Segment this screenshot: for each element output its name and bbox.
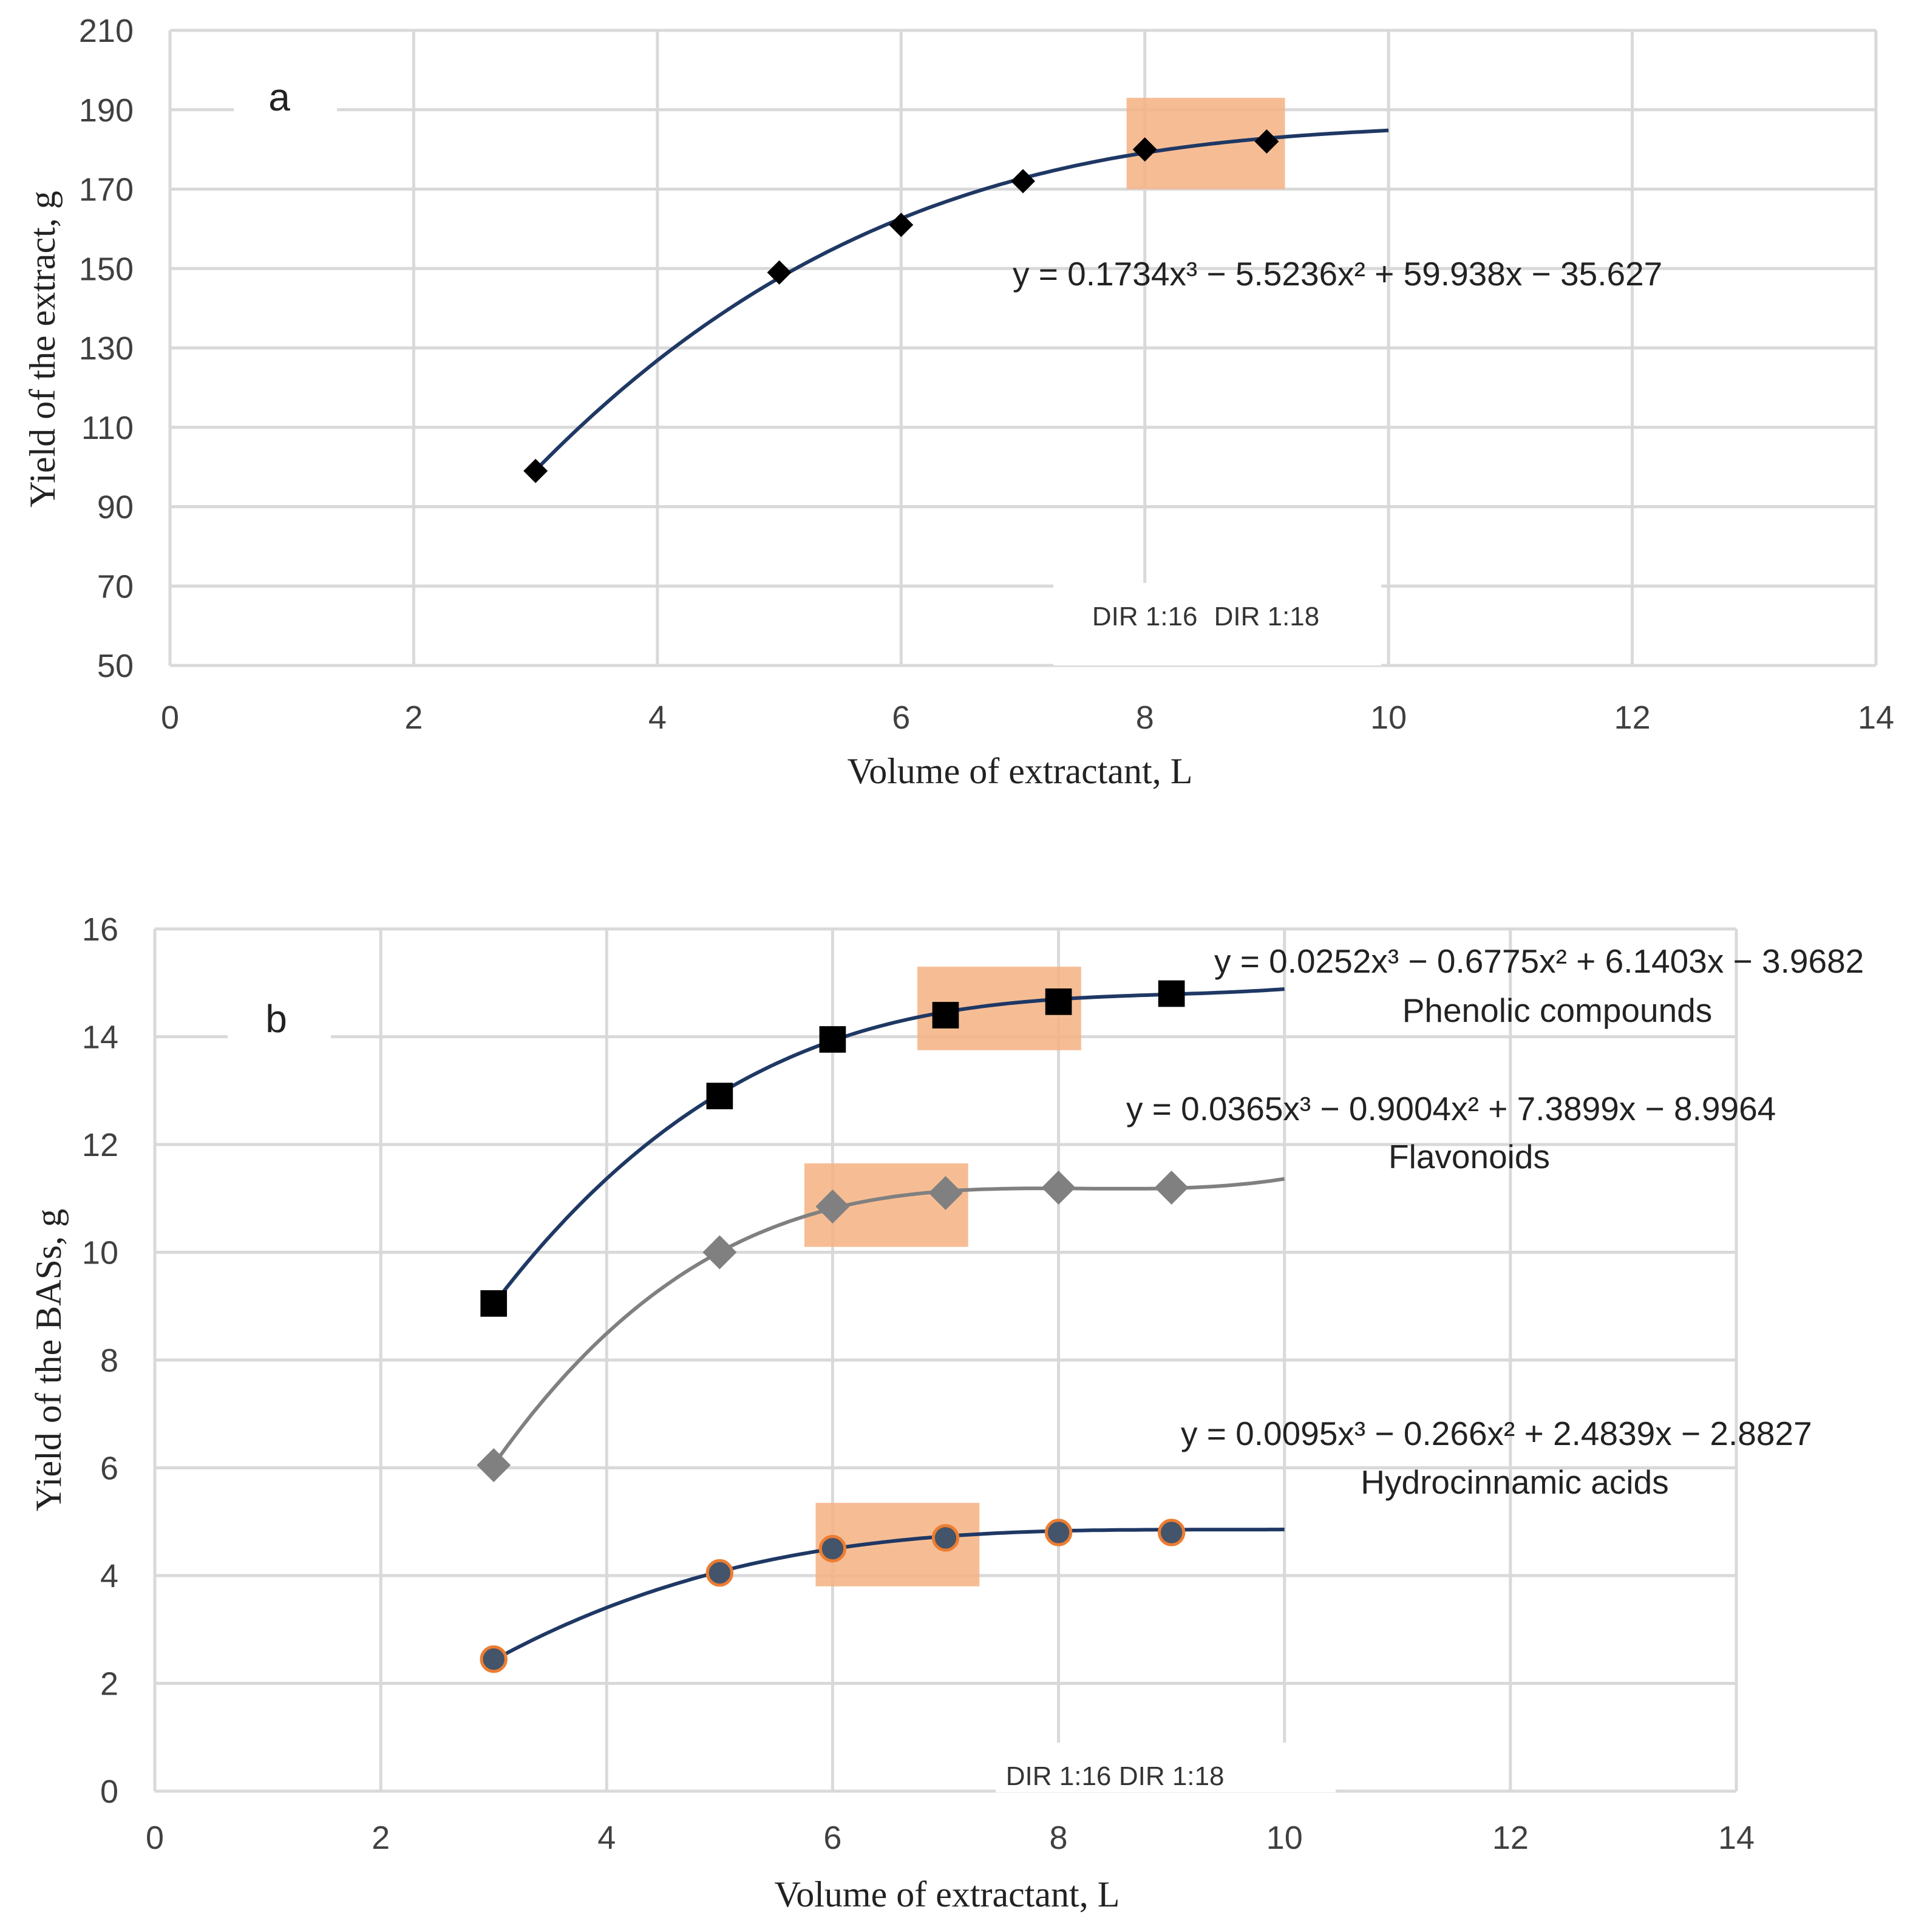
y-tick-label: 130	[79, 330, 134, 367]
x-tick-label: 10	[1266, 1820, 1303, 1856]
data-point	[477, 1448, 511, 1483]
panel-a-equation: y = 0.1734x³ − 5.5236x² + 59.938x − 35.6…	[1013, 255, 1662, 293]
x-tick-label: 2	[404, 699, 423, 736]
data-point	[702, 1235, 737, 1270]
x-tick-label: 0	[146, 1820, 164, 1856]
hydrocinnamic-equation: y = 0.0095x³ − 0.266x² + 2.4839x − 2.882…	[1181, 1415, 1812, 1452]
x-tick-label: 0	[161, 699, 179, 736]
panel-b-dir-labels: DIR 1:16 DIR 1:18	[1006, 1761, 1225, 1791]
y-tick-label: 90	[97, 489, 134, 526]
data-point	[931, 1524, 960, 1552]
dir-annotation: DIR 1:16	[1006, 1761, 1112, 1791]
x-tick-label: 6	[823, 1820, 841, 1856]
panel-a-points	[523, 129, 1279, 483]
data-point	[928, 1175, 963, 1210]
panel-a-dir-labels: DIR 1:16 DIR 1:18	[1092, 602, 1319, 631]
panel-b-x-axis-title: Volume of extractant, L	[775, 1874, 1120, 1914]
y-tick-label: 70	[97, 568, 134, 605]
x-tick-label: 6	[892, 699, 910, 736]
x-tick-label: 8	[1050, 1820, 1068, 1856]
panel-a-chart: 50 70 90 110 130 150 170 190 210 0 2 4 6 8 10 12 14 DIR…	[22, 13, 1894, 791]
panel-a-y-axis-title: Yield of the extract, g	[22, 191, 63, 507]
trendline	[492, 1177, 1285, 1466]
data-point	[932, 1002, 959, 1029]
data-point	[767, 260, 792, 285]
y-tick-label: 210	[79, 13, 134, 49]
panel-b-label: b	[265, 997, 287, 1041]
x-tick-label: 4	[648, 699, 667, 736]
hydrocinnamic-series-label: Hydrocinnamic acids	[1361, 1463, 1668, 1501]
y-tick-label: 150	[79, 251, 134, 287]
y-tick-label: 190	[79, 92, 134, 129]
panel-a-y-ticks: 50 70 90 110 130 150 170 190 210	[79, 13, 134, 684]
x-tick-label: 12	[1614, 699, 1651, 736]
data-point	[1154, 1171, 1189, 1205]
flavonoids-equation: y = 0.0365x³ − 0.9004x² + 7.3899x − 8.99…	[1126, 1090, 1776, 1128]
x-tick-label: 10	[1370, 699, 1407, 736]
panel-a-trendlines	[534, 128, 1389, 472]
dir-annotation: DIR 1:18	[1214, 602, 1320, 631]
data-point	[480, 1290, 508, 1317]
x-tick-label: 12	[1492, 1820, 1529, 1856]
trendline	[492, 987, 1285, 1305]
data-point	[1158, 980, 1185, 1007]
phenolic-series-label: Phenolic compounds	[1402, 992, 1713, 1029]
phenolic-equation: y = 0.0252x³ − 0.6775x² + 6.1403x − 3.96…	[1214, 942, 1864, 980]
panel-a-x-ticks: 0 2 4 6 8 10 12 14	[161, 699, 1894, 736]
trendline	[492, 1528, 1285, 1662]
y-tick-label: 110	[81, 410, 134, 446]
y-tick-label: 10	[82, 1235, 118, 1271]
x-tick-label: 4	[597, 1820, 616, 1856]
data-point	[889, 213, 914, 237]
data-point	[1044, 1519, 1073, 1546]
x-tick-label: 8	[1136, 699, 1154, 736]
panel-b-points	[477, 980, 1189, 1673]
data-point	[706, 1083, 733, 1109]
y-tick-label: 12	[82, 1127, 118, 1163]
y-tick-label: 0	[100, 1774, 118, 1810]
panel-b-trendlines	[492, 987, 1285, 1662]
data-point	[1132, 137, 1157, 162]
panel-b-x-ticks: 0 2 4 6 8 10 12 14	[146, 1820, 1755, 1856]
y-tick-label: 170	[79, 172, 134, 208]
trendline	[534, 128, 1389, 472]
y-tick-label: 8	[100, 1342, 118, 1379]
data-point	[523, 458, 548, 483]
panel-a-label-backgrounds	[234, 79, 1381, 665]
panel-b-y-ticks: 0 2 4 6 8 10 12 14 16	[82, 911, 118, 1810]
panel-b-label-backgrounds	[228, 990, 1336, 1792]
data-point	[819, 1026, 846, 1053]
y-tick-label: 14	[82, 1019, 118, 1056]
data-point	[705, 1559, 734, 1587]
data-point	[480, 1645, 508, 1673]
data-point	[1045, 988, 1072, 1015]
y-tick-label: 50	[97, 648, 134, 684]
dir-annotation: DIR 1:16	[1092, 602, 1198, 631]
data-point	[1254, 129, 1279, 154]
x-tick-label: 14	[1858, 699, 1894, 736]
dir-annotation: DIR 1:18	[1119, 1761, 1225, 1791]
panel-a-x-axis-title: Volume of extractant, L	[848, 751, 1193, 791]
data-point	[818, 1534, 847, 1563]
data-point	[1157, 1519, 1186, 1546]
panel-b-y-axis-title: Yield of the BASs, g	[29, 1209, 69, 1511]
data-point	[1011, 169, 1035, 194]
y-tick-label: 16	[82, 911, 118, 948]
data-point	[815, 1189, 850, 1224]
y-tick-label: 4	[100, 1558, 118, 1594]
x-tick-label: 14	[1718, 1820, 1755, 1856]
x-tick-label: 2	[372, 1820, 390, 1856]
data-point	[1041, 1171, 1076, 1205]
flavonoids-series-label: Flavonoids	[1388, 1138, 1550, 1175]
panel-b-chart: 0 2 4 6 8 10 12 14 16 0 2 4 6 8 10 12 14 DIR 1:16 DIR 1:…	[29, 911, 1864, 1914]
y-tick-label: 6	[100, 1451, 118, 1487]
panel-a-label: a	[268, 75, 290, 119]
y-tick-label: 2	[100, 1666, 118, 1702]
